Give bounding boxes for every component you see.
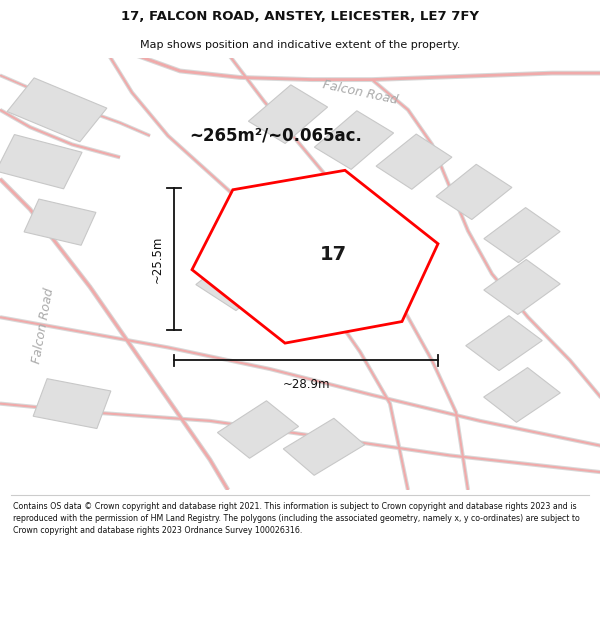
Polygon shape xyxy=(7,78,107,142)
Polygon shape xyxy=(283,418,365,475)
Text: 17: 17 xyxy=(319,245,347,264)
Polygon shape xyxy=(436,164,512,219)
Polygon shape xyxy=(33,379,111,429)
Polygon shape xyxy=(217,401,299,458)
Text: Contains OS data © Crown copyright and database right 2021. This information is : Contains OS data © Crown copyright and d… xyxy=(13,502,580,536)
Polygon shape xyxy=(192,171,438,343)
Polygon shape xyxy=(484,368,560,423)
Polygon shape xyxy=(466,316,542,371)
Text: Map shows position and indicative extent of the property.: Map shows position and indicative extent… xyxy=(140,40,460,50)
Polygon shape xyxy=(248,85,328,144)
Polygon shape xyxy=(196,246,284,311)
Polygon shape xyxy=(0,134,82,189)
Polygon shape xyxy=(376,134,452,189)
Text: 17, FALCON ROAD, ANSTEY, LEICESTER, LE7 7FY: 17, FALCON ROAD, ANSTEY, LEICESTER, LE7 … xyxy=(121,10,479,22)
Polygon shape xyxy=(269,204,367,275)
Polygon shape xyxy=(484,259,560,314)
Text: ~25.5m: ~25.5m xyxy=(151,235,164,282)
Polygon shape xyxy=(314,111,394,169)
Polygon shape xyxy=(24,199,96,245)
Text: ~265m²/~0.065ac.: ~265m²/~0.065ac. xyxy=(190,127,362,145)
Text: Falcon Road: Falcon Road xyxy=(30,287,56,364)
Polygon shape xyxy=(484,208,560,262)
Text: Falcon Road: Falcon Road xyxy=(321,78,399,107)
Text: ~28.9m: ~28.9m xyxy=(282,378,330,391)
